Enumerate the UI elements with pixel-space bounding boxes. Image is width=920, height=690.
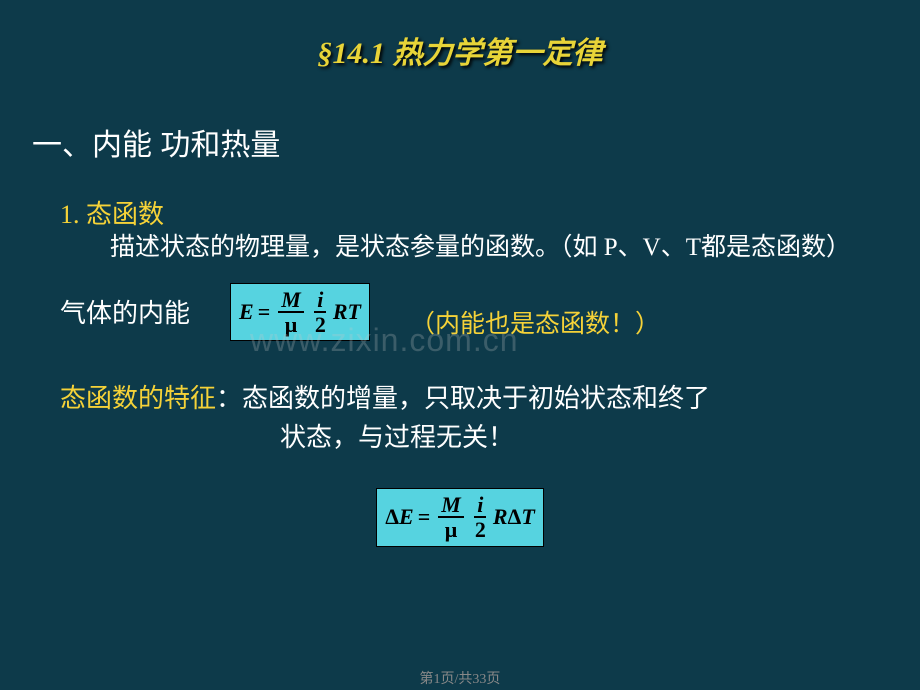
f1-lhs: E: [239, 299, 254, 325]
f2-frac1-num: M: [438, 493, 464, 518]
f2-frac1: M μ: [438, 493, 464, 541]
characteristic-body2: 状态，与过程无关！: [280, 417, 920, 454]
subsection-1-label: 1. 态函数: [60, 194, 920, 231]
subsection-1-desc: 描述状态的物理量，是状态参量的函数。（如 P、V、T都是态函数）: [60, 231, 918, 265]
f1-frac2: i 2: [312, 288, 329, 336]
formula-1: E = M μ i 2 RT: [230, 283, 370, 341]
gas-energy-label: 气体的内能: [60, 293, 190, 330]
f1-frac2-den: 2: [312, 313, 329, 336]
formula-2-wrap: ΔE = M μ i 2 RΔT: [0, 488, 920, 546]
f2-frac2: i 2: [472, 493, 489, 541]
f1-frac1: M μ: [278, 288, 304, 336]
inner-energy-note: （内能也是态函数！）: [410, 284, 660, 340]
characteristic-body1: 态函数的增量，只取决于初始状态和终了: [242, 384, 710, 413]
characteristic-label: 态函数的特征: [60, 384, 216, 413]
heading-section-1: 一、内能 功和热量: [32, 120, 920, 164]
gas-energy-row: 气体的内能 E = M μ i 2 RT （内能也是态函数！）: [60, 283, 920, 341]
f1-tail: RT: [333, 299, 361, 325]
f2-t: T: [521, 504, 534, 530]
characteristic-block: 态函数的特征：态函数的增量，只取决于初始状态和终了: [60, 381, 890, 417]
f2-delta-e: Δ: [385, 504, 399, 530]
formula-2: ΔE = M μ i 2 RΔT: [376, 488, 544, 546]
f2-frac2-num: i: [474, 493, 486, 518]
characteristic-colon: ：: [216, 384, 242, 413]
f2-frac2-den: 2: [472, 518, 489, 541]
f1-frac2-num: i: [314, 288, 326, 313]
f2-eq: =: [418, 504, 431, 530]
f2-lhs-e: E: [399, 504, 414, 530]
f1-frac1-den: μ: [282, 313, 300, 336]
f2-delta-t: Δ: [508, 504, 522, 530]
page-footer: 第1页/共33页: [0, 668, 920, 688]
slide-title: §14.1 热力学第一定律: [0, 0, 920, 72]
f2-frac1-den: μ: [442, 518, 460, 541]
f1-frac1-num: M: [278, 288, 304, 313]
f1-eq: =: [258, 299, 271, 325]
f2-r: R: [493, 504, 508, 530]
